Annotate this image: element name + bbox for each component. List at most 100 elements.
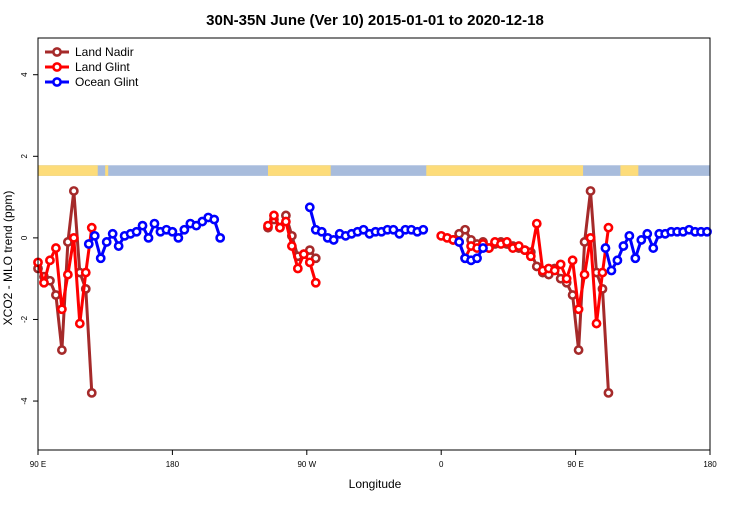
legend-label: Land Glint: [75, 60, 130, 74]
data-point: [618, 241, 629, 251]
data-point: [215, 232, 226, 243]
land-segment-2: [267, 165, 331, 176]
legend-label: Land Nadir: [75, 45, 134, 59]
data-point: [149, 218, 160, 229]
data-point: [525, 251, 536, 262]
y-tick-label: 0: [20, 235, 29, 240]
data-point: [131, 226, 142, 237]
data-point: [549, 265, 560, 276]
data-point: [418, 224, 429, 235]
land-ocean-mask: [38, 165, 710, 176]
y-tick-label: 2: [20, 154, 29, 159]
series-layer: [33, 186, 712, 398]
data-point: [68, 186, 79, 196]
data-point: [310, 277, 321, 288]
y-tick-label: -4: [20, 397, 29, 405]
data-point: [80, 267, 91, 278]
x-tick-label: 180: [703, 460, 717, 469]
data-point: [612, 255, 623, 266]
data-point: [567, 255, 578, 266]
x-tick-label: 0: [439, 460, 444, 469]
data-point: [56, 304, 67, 315]
data-point: [648, 243, 659, 253]
x-tick-label: 90 W: [297, 460, 316, 469]
land-segment-0: [38, 165, 98, 176]
x-tick-label: 90 E: [567, 460, 583, 469]
data-point: [561, 273, 572, 284]
land-segment-4: [620, 165, 639, 176]
y-tick-label: -2: [20, 315, 29, 323]
y-tick-label: 4: [20, 72, 29, 77]
data-point: [113, 241, 124, 251]
data-point: [101, 237, 112, 247]
data-point: [298, 249, 309, 260]
plot-frame: [37, 37, 711, 451]
data-point: [585, 232, 596, 243]
data-point: [642, 228, 653, 239]
data-point: [630, 253, 641, 264]
ocean-strip: [38, 165, 710, 176]
data-point: [263, 220, 273, 231]
data-point: [143, 232, 154, 243]
data-point: [86, 222, 97, 233]
series-0: [33, 186, 614, 398]
data-point: [454, 237, 465, 247]
data-point: [585, 186, 596, 196]
data-point: [62, 269, 73, 280]
data-point: [95, 253, 106, 264]
data-point: [478, 243, 488, 253]
data-point: [51, 243, 61, 253]
land-segment-1: [105, 165, 109, 176]
land-segment-3: [426, 165, 584, 176]
x-tick-label: 180: [166, 460, 180, 469]
data-point: [56, 345, 67, 355]
data-point: [173, 232, 184, 243]
data-point: [179, 224, 190, 235]
data-point: [304, 202, 315, 213]
data-point: [39, 277, 49, 288]
series-line-1-0: [36, 227, 94, 325]
data-point: [328, 235, 339, 245]
x-axis-label: Longitude: [349, 477, 402, 491]
data-point: [45, 255, 55, 266]
data-point: [502, 237, 512, 247]
data-point: [286, 241, 297, 251]
y-axis-label: XCO2 - MLO trend (ppm): [1, 191, 15, 326]
data-point: [603, 222, 614, 233]
data-point: [269, 210, 279, 221]
data-point: [531, 218, 542, 229]
data-point: [603, 387, 614, 398]
data-point: [636, 235, 647, 245]
data-point: [472, 253, 482, 264]
data-point: [89, 230, 100, 241]
data-point: [51, 290, 61, 300]
series-2: [83, 202, 712, 276]
data-point: [573, 304, 584, 315]
data-point: [600, 243, 611, 253]
axes: 90 E 180 90 W 0 90 E 180 -4 -2 0 2 4: [20, 37, 717, 469]
data-point: [209, 214, 220, 225]
data-point: [167, 226, 178, 237]
data-point: [137, 220, 148, 231]
legend-label: Ocean Glint: [75, 75, 139, 89]
data-point: [597, 267, 608, 278]
data-point: [555, 259, 566, 270]
legend-swatch-marker: [52, 62, 62, 72]
data-point: [275, 222, 285, 233]
x-tick-label: 90 E: [30, 460, 46, 469]
data-point: [519, 245, 530, 256]
data-point: [579, 269, 590, 280]
data-point: [460, 224, 470, 235]
data-point: [83, 239, 94, 249]
legend-swatch-marker: [52, 47, 62, 57]
series-line-0-2: [452, 189, 610, 393]
data-point: [702, 226, 712, 237]
data-point: [624, 230, 635, 241]
data-point: [316, 226, 327, 237]
data-point: [591, 318, 602, 329]
data-point: [86, 387, 97, 398]
legend-swatch-marker: [52, 77, 62, 87]
